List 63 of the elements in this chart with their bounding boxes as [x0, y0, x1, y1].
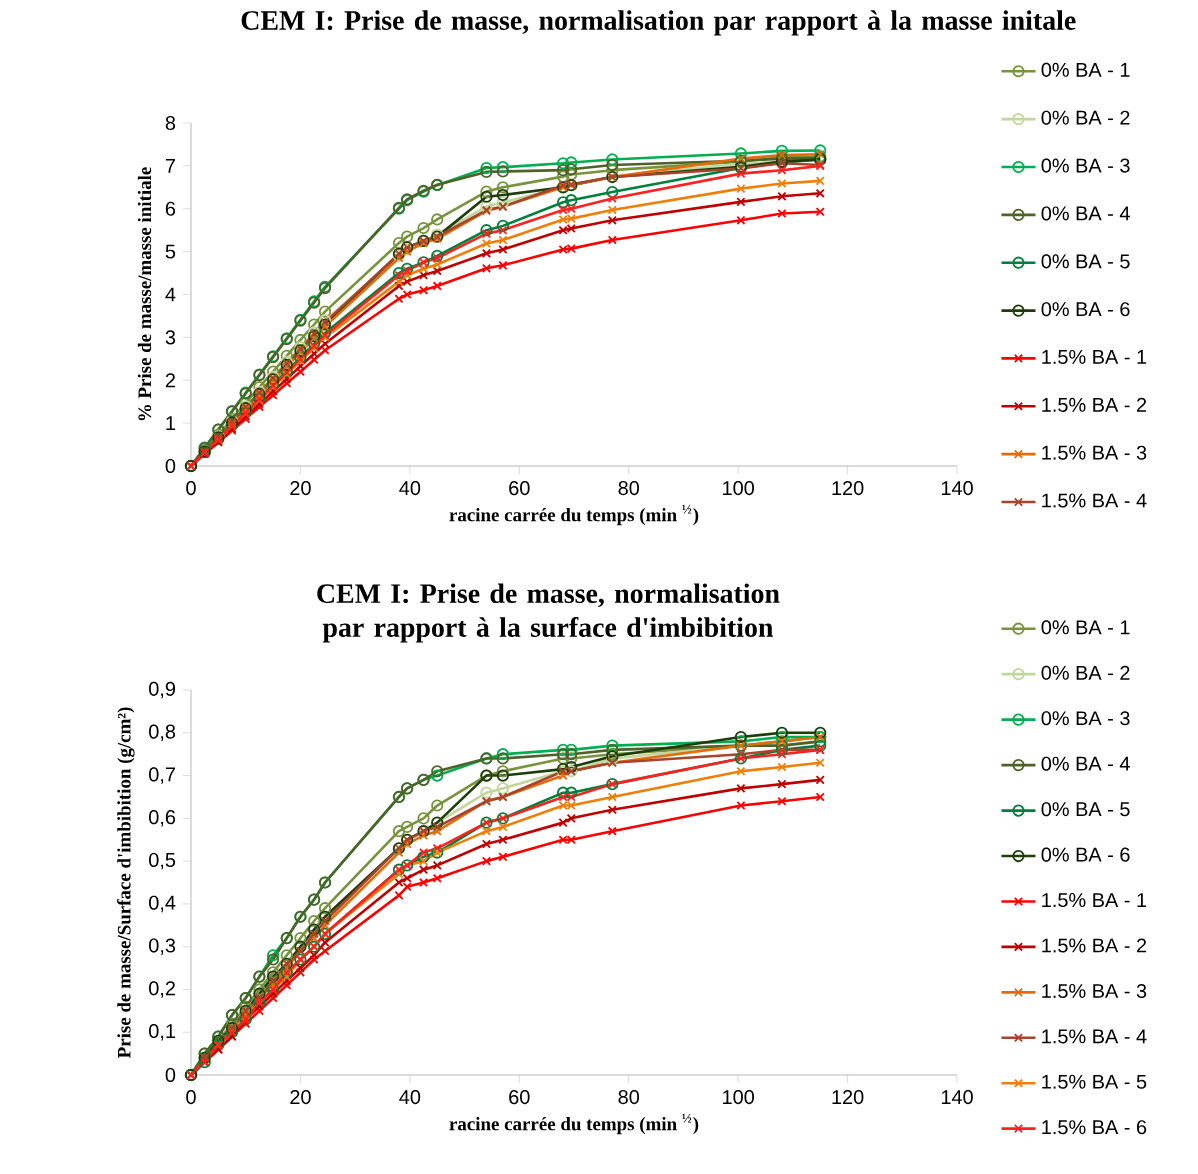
legend-label: 0% BA - 4: [1041, 206, 1130, 221]
legend-label: 0% BA - 6: [1041, 302, 1130, 317]
legend-label: 1.5% BA - 3: [1042, 445, 1147, 460]
x-tick-label: 100: [723, 1090, 754, 1105]
y-tick-label: 1: [166, 416, 176, 430]
x-tick-label: 40: [399, 1090, 421, 1105]
legend-label: 1.5% BA - 3: [1042, 983, 1147, 999]
x-tick-label: 100: [723, 481, 754, 496]
x-tick-label: 20: [290, 1090, 311, 1105]
y-axis-title: Prise de masse/Surface d'imbibition (g/cm²): [117, 707, 135, 1059]
chart-title: CEM I: Prise de masse, normalisation par rapport à la masse initale: [241, 10, 1076, 36]
x-tick-label: 140: [941, 1090, 973, 1105]
y-tick-label: 0,4: [149, 895, 176, 913]
x-tick-label: 0: [186, 481, 196, 496]
legend-label: 0% BA - 5: [1041, 254, 1130, 269]
y-tick-label: 0,6: [149, 810, 176, 827]
x-tick-label: 20: [290, 481, 311, 496]
x-tick-label: 0: [186, 1090, 196, 1105]
y-tick-label: 0,2: [149, 981, 175, 998]
x-tick-label: 60: [509, 481, 530, 496]
y-tick-label: 7: [165, 159, 175, 173]
y-tick-label: 0,5: [149, 852, 176, 870]
legend-label: 0% BA - 2: [1041, 665, 1130, 680]
chart-title: CEM I: Prise de masse, normalisation par rapport à la surface d'imbibition: [317, 583, 780, 643]
y-tick-label: 0,1: [149, 1024, 175, 1041]
x-axis-title: racine carrée du temps (min $^{½}$): [449, 504, 699, 526]
x-tick-label: 60: [509, 1090, 530, 1105]
x-tick-label: 40: [399, 481, 421, 496]
legend-label: 0% BA - 1: [1041, 62, 1130, 77]
y-tick-label: 0,3: [149, 938, 176, 955]
legend-label: 0% BA - 3: [1041, 158, 1130, 173]
legend-label: 1.5% BA - 2: [1042, 938, 1147, 953]
y-tick-label: 0,8: [149, 724, 176, 742]
legend-label: 0% BA - 2: [1041, 110, 1130, 125]
x-tick-label: 120: [832, 1090, 864, 1105]
y-tick-label: 0: [165, 458, 176, 474]
legend-label: 1.5% BA - 5: [1042, 1074, 1147, 1089]
x-tick-label: 80: [618, 481, 640, 496]
y-tick-label: 2: [165, 373, 175, 388]
y-tick-label: 8: [165, 115, 176, 131]
y-tick-label: 0,9: [149, 681, 176, 699]
y-axis-title: % Prise de masse/masse initiale: [137, 167, 152, 421]
legend-label: 0% BA - 4: [1041, 756, 1130, 771]
y-tick-label: 0,7: [149, 767, 175, 784]
y-tick-label: 5: [165, 244, 176, 259]
x-tick-label: 80: [618, 1090, 640, 1105]
legend-label: 0% BA - 1: [1041, 620, 1130, 635]
legend-label: 0% BA - 5: [1041, 802, 1130, 817]
legend-label: 1.5% BA - 1: [1042, 350, 1147, 365]
legend-label: 1.5% BA - 4: [1042, 493, 1147, 508]
y-tick-label: 4: [165, 287, 176, 302]
legend-label: 1.5% BA - 1: [1042, 893, 1147, 908]
x-tick-label: 120: [832, 481, 864, 496]
legend-label: 0% BA - 6: [1041, 847, 1130, 862]
y-tick-label: 3: [165, 330, 176, 345]
legend-label: 1.5% BA - 4: [1042, 1029, 1147, 1044]
x-tick-label: 140: [941, 481, 973, 496]
x-axis-title: racine carrée du temps (min $^{½}$): [449, 1113, 699, 1135]
y-tick-label: 0: [165, 1067, 176, 1083]
legend-label: 1.5% BA - 2: [1042, 397, 1147, 412]
y-tick-label: 6: [165, 201, 176, 216]
legend-label: 0% BA - 3: [1041, 711, 1130, 726]
legend-label: 1.5% BA - 6: [1042, 1120, 1147, 1135]
